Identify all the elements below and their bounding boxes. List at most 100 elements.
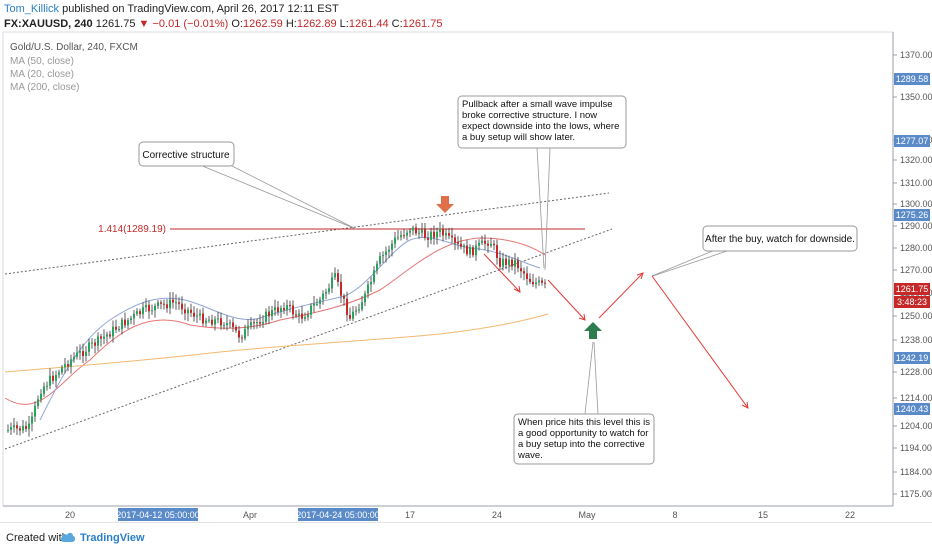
chart-header: Tom_Killick published on TradingView.com… (0, 0, 932, 32)
candle-body (469, 247, 471, 255)
legend-title: Gold/U.S. Dollar, 240, FXCM (10, 42, 138, 53)
candle-body (379, 256, 381, 264)
y-tick-label: 1175.00 (900, 489, 932, 499)
candle-body (343, 295, 345, 299)
candle-body (142, 307, 144, 315)
candle-body (205, 320, 207, 324)
candle-body (31, 416, 33, 424)
high-label: H: (285, 18, 297, 30)
candle-body (82, 351, 84, 357)
callout-pullback[interactable]: Pullback after a small wave impulse brok… (457, 95, 627, 149)
candle-body (367, 284, 369, 294)
fib-level-label: 1.414(1289.19) (98, 224, 166, 235)
candle-body (52, 375, 54, 381)
candle-body (34, 405, 36, 417)
candle-body (457, 242, 459, 244)
candle-body (13, 425, 15, 428)
candle-body (307, 314, 309, 318)
candle-body (199, 313, 201, 316)
candle-body (244, 329, 246, 339)
candle-body (91, 342, 93, 344)
candle-body (397, 237, 399, 239)
candles (7, 221, 546, 437)
candle-body (49, 375, 51, 386)
candle-body (493, 243, 495, 246)
candle-body (418, 232, 420, 234)
buy-marker-icon[interactable] (584, 322, 602, 339)
candle-body (541, 280, 543, 283)
tradingview-logo[interactable]: TradingView (80, 532, 145, 544)
price-badge (894, 352, 930, 364)
candle-body (310, 305, 312, 315)
candle-body (478, 242, 480, 246)
ma50-line (4, 237, 546, 405)
candle-body (10, 427, 12, 430)
x-tick-label: 22 (845, 510, 855, 520)
candle-body (7, 429, 9, 431)
callout-buy-level[interactable]: When price hits this level this is a goo… (513, 413, 655, 465)
candle-body (409, 230, 411, 233)
candle-body (112, 326, 114, 337)
candle-body (268, 311, 270, 317)
low-value: 1261.44 (348, 18, 389, 30)
candle-body (505, 258, 507, 265)
callout-after-buy[interactable]: After the buy, watch for downside. (702, 225, 858, 252)
price-change: ▼ −0.01 (−0.01%) (138, 18, 229, 30)
candle-body (133, 313, 135, 319)
candle-body (103, 336, 105, 339)
candle-body (496, 245, 498, 258)
candle-body (499, 257, 501, 267)
price-badges: 1289.58 1277.07 1275.26 1261.75 3:48:23 1242.… (894, 73, 930, 415)
candle-body (277, 307, 279, 312)
callout-corrective-structure[interactable]: Corrective structure (138, 141, 235, 167)
callout-after-buy-text: After the buy, watch for downside. (705, 234, 855, 245)
price-badge (894, 209, 930, 221)
candle-body (106, 334, 108, 337)
candle-body (25, 425, 27, 429)
candle-body (283, 308, 285, 311)
candle-body (460, 243, 462, 247)
candle-body (127, 320, 129, 326)
candle-body (118, 329, 120, 331)
downside-arrow (651, 275, 749, 409)
price-chart[interactable]: Gold/U.S. Dollar, 240, FXCM MA (50, clos… (0, 0, 932, 522)
candle-body (340, 281, 342, 296)
candle-body (88, 342, 90, 352)
candle-body (346, 298, 348, 315)
x-tick-label: 8 (672, 510, 677, 520)
footer: Created with TradingView (0, 522, 932, 551)
x-highlight-label: 2017-04-24 05:00:00 (296, 510, 380, 520)
candle-body (73, 356, 75, 360)
candle-body (361, 302, 363, 310)
candle-body (415, 227, 417, 234)
candle-body (463, 245, 465, 247)
x-tick-label: May (578, 510, 596, 520)
candle-body (388, 249, 390, 252)
y-tick-label: 1204.00 (900, 421, 932, 431)
x-tick-label: 15 (758, 510, 768, 520)
legend-ma200: MA (200, close) (10, 82, 79, 93)
projection-arrows (483, 253, 749, 409)
candle-body (319, 299, 321, 304)
price-badge-label: 1277.07 (896, 136, 929, 146)
price-badge (894, 403, 930, 415)
y-tick-label: 1320.00 (900, 155, 932, 165)
candle-body (406, 232, 408, 236)
candle-body (487, 243, 489, 246)
candle-body (28, 423, 30, 429)
upper-channel-line[interactable] (4, 192, 610, 275)
candle-body (193, 312, 195, 317)
y-tick-label: 1280.00 (900, 243, 932, 253)
candle-body (520, 268, 522, 272)
candle-body (211, 319, 213, 325)
sell-marker-icon[interactable] (436, 196, 454, 213)
candle-body (259, 322, 261, 324)
high-value: 1262.89 (296, 18, 337, 30)
price-badge-label: 3:48:23 (897, 297, 927, 307)
open-label: O: (231, 18, 243, 30)
candle-body (100, 336, 102, 339)
candle-body (517, 260, 519, 269)
candle-body (304, 317, 306, 319)
author-link[interactable]: Tom_Killick (4, 3, 60, 15)
candle-body (256, 322, 258, 324)
